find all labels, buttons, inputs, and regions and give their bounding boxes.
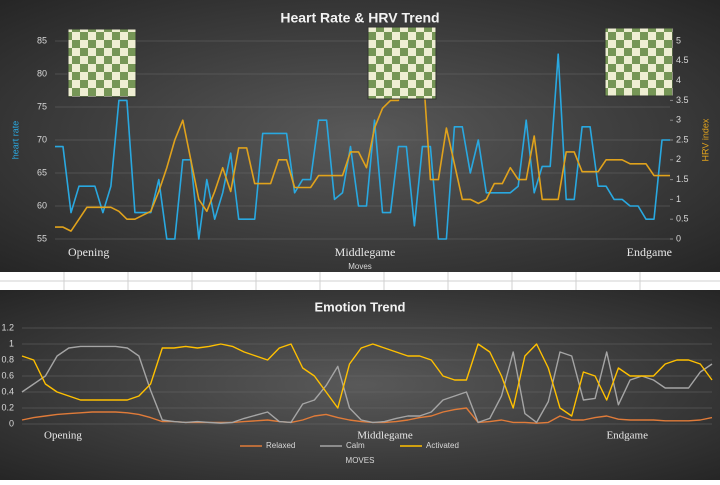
chess-board <box>367 26 437 100</box>
y-tick-label: 55 <box>37 233 47 243</box>
x-axis-label: Moves <box>348 262 372 271</box>
y2-tick-label: 3 <box>676 115 681 125</box>
y2-axis-label: HRV index <box>700 118 710 161</box>
x-axis-label: MOVES <box>346 456 375 465</box>
y-tick-label: 85 <box>37 35 47 45</box>
y2-tick-label: 4 <box>676 75 681 85</box>
y2-tick-label: 5 <box>676 35 681 45</box>
y-tick-label: 65 <box>37 167 47 177</box>
phase-label: Opening <box>44 430 82 442</box>
phase-label: Middlegame <box>357 430 413 442</box>
y2-tick-label: 0.5 <box>676 214 689 224</box>
y-axis-label: heart rate <box>10 121 20 160</box>
y2-tick-label: 0 <box>676 233 681 243</box>
chess-board <box>67 28 137 98</box>
y-tick-label: 75 <box>37 101 47 111</box>
y2-tick-label: 2 <box>676 154 681 164</box>
series-line <box>21 345 713 424</box>
y2-tick-label: 2.5 <box>676 134 689 144</box>
y-tick-label: 1.2 <box>1 322 14 332</box>
series-line <box>21 343 713 417</box>
y-tick-label: 80 <box>37 68 47 78</box>
y-tick-label: 0.8 <box>1 354 14 364</box>
phase-label: Middlegame <box>335 245 396 259</box>
y2-tick-label: 1.5 <box>676 174 689 184</box>
y-tick-label: 1 <box>9 338 14 348</box>
phase-label: Opening <box>68 245 109 259</box>
legend-label: Calm <box>346 441 365 450</box>
chart-title: Heart Rate & HRV Trend <box>280 10 439 26</box>
chart-title: Emotion Trend <box>315 299 406 314</box>
series-line <box>55 60 670 232</box>
legend-label: Activated <box>426 441 459 450</box>
y2-tick-label: 3.5 <box>676 95 689 105</box>
chess-board <box>604 27 674 97</box>
y-tick-label: 0.2 <box>1 402 14 412</box>
legend-label: Relaxed <box>266 441 295 450</box>
series-line <box>55 53 670 240</box>
y-tick-label: 70 <box>37 134 47 144</box>
y2-tick-label: 1 <box>676 194 681 204</box>
sheet-grid <box>0 272 720 290</box>
y-tick-label: 60 <box>37 200 47 210</box>
y2-tick-label: 4.5 <box>676 55 689 65</box>
series-line <box>21 407 713 424</box>
y-tick-label: 0.6 <box>1 370 14 380</box>
y-tick-label: 0.4 <box>1 386 14 396</box>
phase-label: Endgame <box>606 430 648 442</box>
phase-label: Endgame <box>627 245 672 259</box>
y-tick-label: 0 <box>9 418 14 428</box>
